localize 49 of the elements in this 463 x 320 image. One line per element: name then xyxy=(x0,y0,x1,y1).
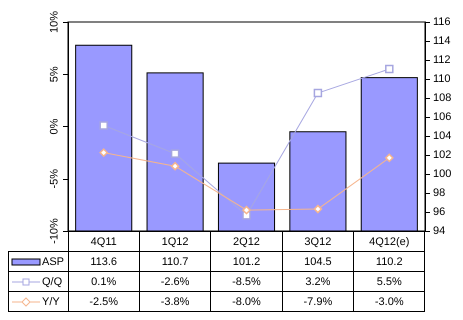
point xyxy=(242,206,251,214)
y2-tick-label: 98 xyxy=(433,187,446,199)
data-label: 113.6 xyxy=(68,252,140,272)
y2-tick-label: 110 xyxy=(433,73,451,85)
data-label: 110.7 xyxy=(139,252,211,272)
y2-tick-label: 106 xyxy=(433,111,452,123)
x-tick-label: 3Q12 xyxy=(282,232,354,252)
data-label: -3.0% xyxy=(354,292,425,312)
data-label: -2.6% xyxy=(139,272,211,292)
point xyxy=(99,148,108,157)
y2-tick-label: 94 xyxy=(433,225,446,237)
legend-label: Y/Y xyxy=(42,296,60,308)
data-label: -8.5% xyxy=(210,272,282,292)
y2-tick-label: 112 xyxy=(433,54,451,66)
y2-tick-label: 104 xyxy=(433,130,452,142)
y2-tick-label: 102 xyxy=(433,149,452,161)
y-tick-label: 0% xyxy=(48,118,60,134)
point xyxy=(170,149,180,158)
y2-tick-label: 116 xyxy=(433,16,451,28)
data-label: 104.5 xyxy=(282,252,354,272)
x-tick-label: 4Q12(e) xyxy=(354,232,425,252)
y-tick-label: 5% xyxy=(48,66,60,82)
data-label: 3.2% xyxy=(282,272,354,292)
y-tick-label: -10% xyxy=(48,218,60,244)
point xyxy=(385,154,394,162)
point xyxy=(99,121,108,130)
point xyxy=(314,204,322,214)
legend-label: Q/Q xyxy=(42,276,62,288)
data-label: 110.2 xyxy=(354,252,425,272)
x-tick-label: 2Q12 xyxy=(210,232,282,252)
x-tick-label: 4Q11 xyxy=(68,232,140,252)
data-label: 101.2 xyxy=(210,252,282,272)
data-label: -8.0% xyxy=(210,292,282,312)
data-label: 5.5% xyxy=(354,272,425,292)
y2-tick-label: 100 xyxy=(433,168,452,180)
point xyxy=(314,88,322,98)
data-label: -3.8% xyxy=(139,292,211,312)
legend-label: ASP xyxy=(42,256,64,268)
y2-tick-label: 108 xyxy=(433,92,452,104)
y-tick-label: 10% xyxy=(48,10,60,34)
data-label: 0.1% xyxy=(68,272,140,292)
x-tick-label: 1Q12 xyxy=(139,232,211,252)
y-tick-label: -5% xyxy=(48,168,60,189)
point xyxy=(170,162,180,170)
data-label: -2.5% xyxy=(68,292,140,312)
point xyxy=(385,64,394,74)
data-label: -7.9% xyxy=(282,292,354,312)
y2-tick-label: 96 xyxy=(433,206,446,218)
y2-tick-label: 114 xyxy=(433,35,451,47)
